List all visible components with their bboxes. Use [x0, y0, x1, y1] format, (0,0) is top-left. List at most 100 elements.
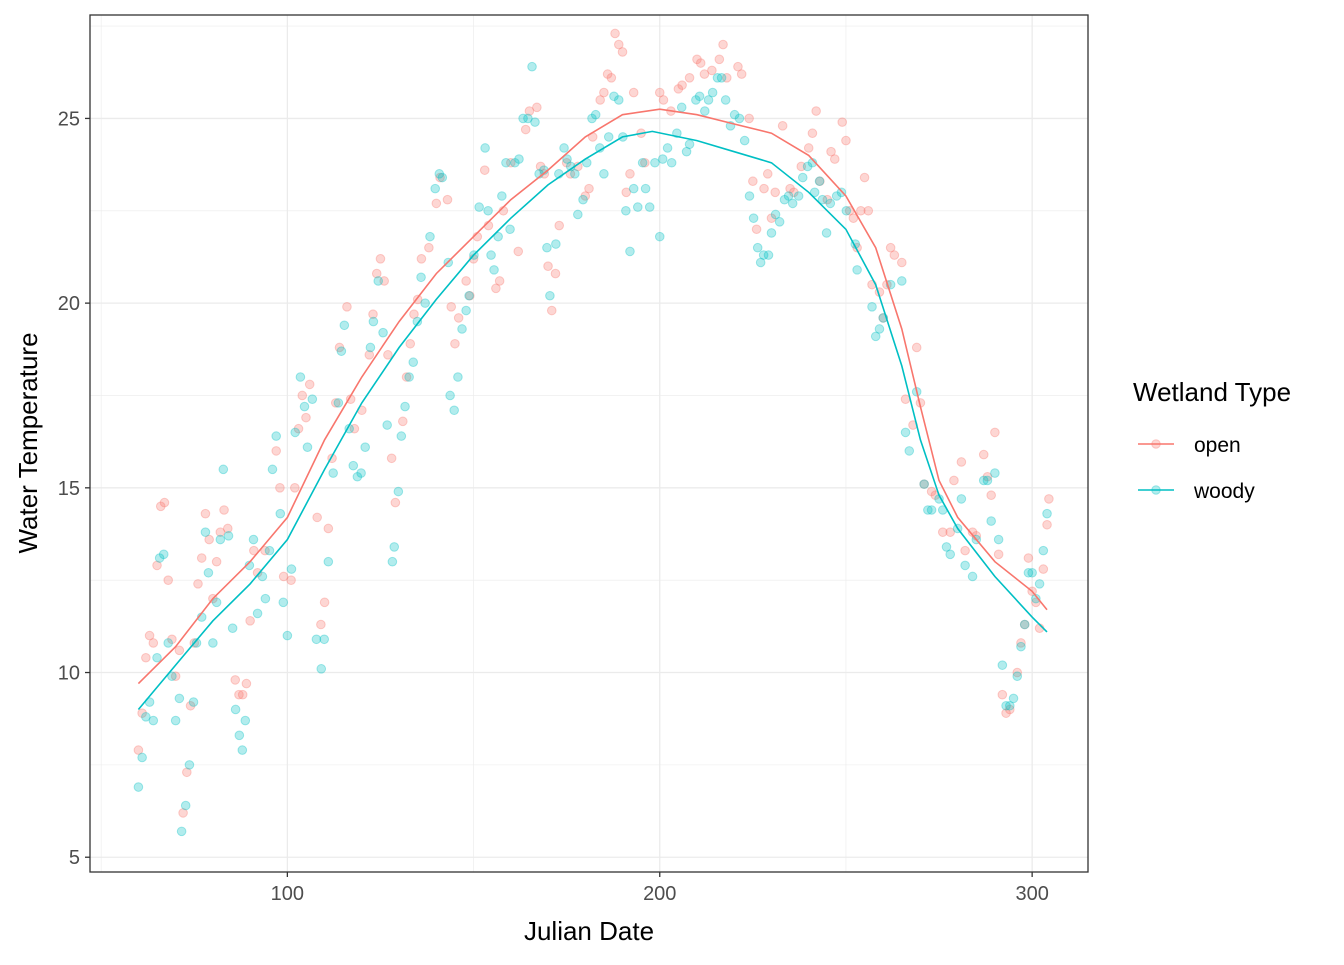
data-point-open — [237, 689, 248, 700]
data-point-woody — [712, 72, 723, 83]
data-point-open — [349, 423, 360, 434]
data-point-open — [383, 350, 393, 360]
data-point-open — [785, 183, 795, 194]
data-point-open — [822, 194, 833, 205]
data-point-woody — [644, 202, 655, 212]
data-point-woody — [990, 468, 1000, 478]
data-point-woody — [260, 593, 271, 604]
data-point-open — [505, 157, 516, 168]
data-point-open — [446, 302, 457, 312]
data-point-woody — [703, 95, 714, 105]
y-tick-label: 15 — [58, 478, 80, 500]
data-point-open — [610, 28, 620, 39]
data-point-open — [245, 616, 255, 626]
data-point-woody — [323, 556, 334, 567]
data-point-open — [465, 290, 475, 301]
data-point-open — [271, 446, 281, 456]
data-point-open — [599, 87, 609, 98]
data-point-woody — [817, 194, 828, 205]
data-point-woody — [1034, 579, 1045, 589]
data-point-open — [286, 575, 296, 585]
data-point-open — [550, 268, 561, 279]
data-point-open — [863, 205, 874, 216]
data-point-open — [416, 254, 427, 264]
data-point-woody — [453, 372, 463, 382]
data-point-woody — [218, 464, 229, 475]
data-point-woody — [373, 276, 384, 286]
data-point-woody — [831, 191, 842, 201]
data-point-open — [1004, 704, 1015, 715]
data-point-open — [379, 276, 389, 286]
data-point-open — [554, 220, 565, 231]
data-point-woody — [640, 183, 651, 194]
data-point-open — [222, 523, 233, 534]
data-point-open — [684, 72, 695, 83]
data-point-woody — [152, 652, 162, 663]
data-point-woody — [286, 564, 297, 574]
data-point-open — [405, 338, 416, 349]
data-point-woody — [787, 198, 798, 209]
data-point-woody — [1012, 671, 1023, 682]
panel-border — [89, 14, 1089, 873]
data-point-open — [658, 95, 669, 105]
data-point-woody — [252, 608, 263, 619]
data-point-open — [170, 671, 181, 682]
data-point-open — [159, 497, 170, 508]
data-point-open — [204, 534, 214, 545]
legend-keys: open woody — [1138, 434, 1255, 503]
data-point-woody — [752, 242, 763, 253]
data-point-open — [520, 124, 531, 135]
data-point-open — [1016, 638, 1026, 648]
data-point-open — [1038, 564, 1049, 574]
data-point-woody — [244, 560, 255, 571]
data-point-woody — [1027, 567, 1037, 578]
data-point-open — [856, 205, 866, 216]
data-point-woody — [613, 95, 624, 105]
data-point-woody — [599, 169, 609, 179]
data-point-open — [826, 146, 836, 157]
smooth-line-woody — [137, 130, 1048, 711]
data-point-open — [163, 575, 174, 585]
data-point-woody — [1004, 700, 1015, 711]
data-point-open — [133, 745, 144, 755]
data-point-open — [640, 157, 650, 168]
data-point-open — [789, 187, 799, 198]
data-point-woody — [763, 250, 774, 260]
data-point-open — [982, 471, 993, 482]
data-point-open — [174, 645, 185, 656]
data-point-open — [494, 276, 505, 286]
data-point-woody — [133, 782, 144, 792]
data-point-woody — [744, 191, 755, 201]
data-point-open — [297, 390, 308, 401]
data-point-woody — [514, 154, 524, 164]
data-point-woody — [1008, 693, 1019, 704]
data-point-woody — [587, 113, 597, 124]
data-point-woody — [707, 87, 718, 98]
data-point-woody — [290, 427, 300, 438]
data-point-woody — [188, 697, 199, 707]
data-point-open — [956, 457, 967, 467]
data-point-open — [714, 54, 725, 65]
legend: Wetland Type open woody — [1133, 377, 1291, 503]
data-point-open — [770, 187, 780, 198]
data-point-woody — [167, 671, 177, 682]
data-point-open — [148, 638, 159, 648]
data-point-woody — [1001, 700, 1011, 711]
data-point-open — [945, 527, 956, 537]
data-point-woody — [758, 250, 769, 260]
data-point-open — [185, 700, 196, 711]
data-point-open — [461, 276, 471, 286]
data-point-open — [911, 342, 922, 353]
data-point-woody — [174, 693, 185, 704]
data-point-open — [260, 545, 270, 556]
data-point-woody — [302, 442, 313, 452]
data-point-woody — [748, 213, 759, 223]
data-point-woody — [562, 154, 572, 164]
data-point-woody — [681, 146, 692, 157]
data-point-woody — [234, 730, 245, 741]
legend-label: woody — [1193, 480, 1255, 503]
data-point-woody — [408, 357, 419, 368]
data-point-open — [718, 39, 728, 50]
data-point-open — [409, 309, 419, 320]
data-point-woody — [904, 446, 915, 456]
